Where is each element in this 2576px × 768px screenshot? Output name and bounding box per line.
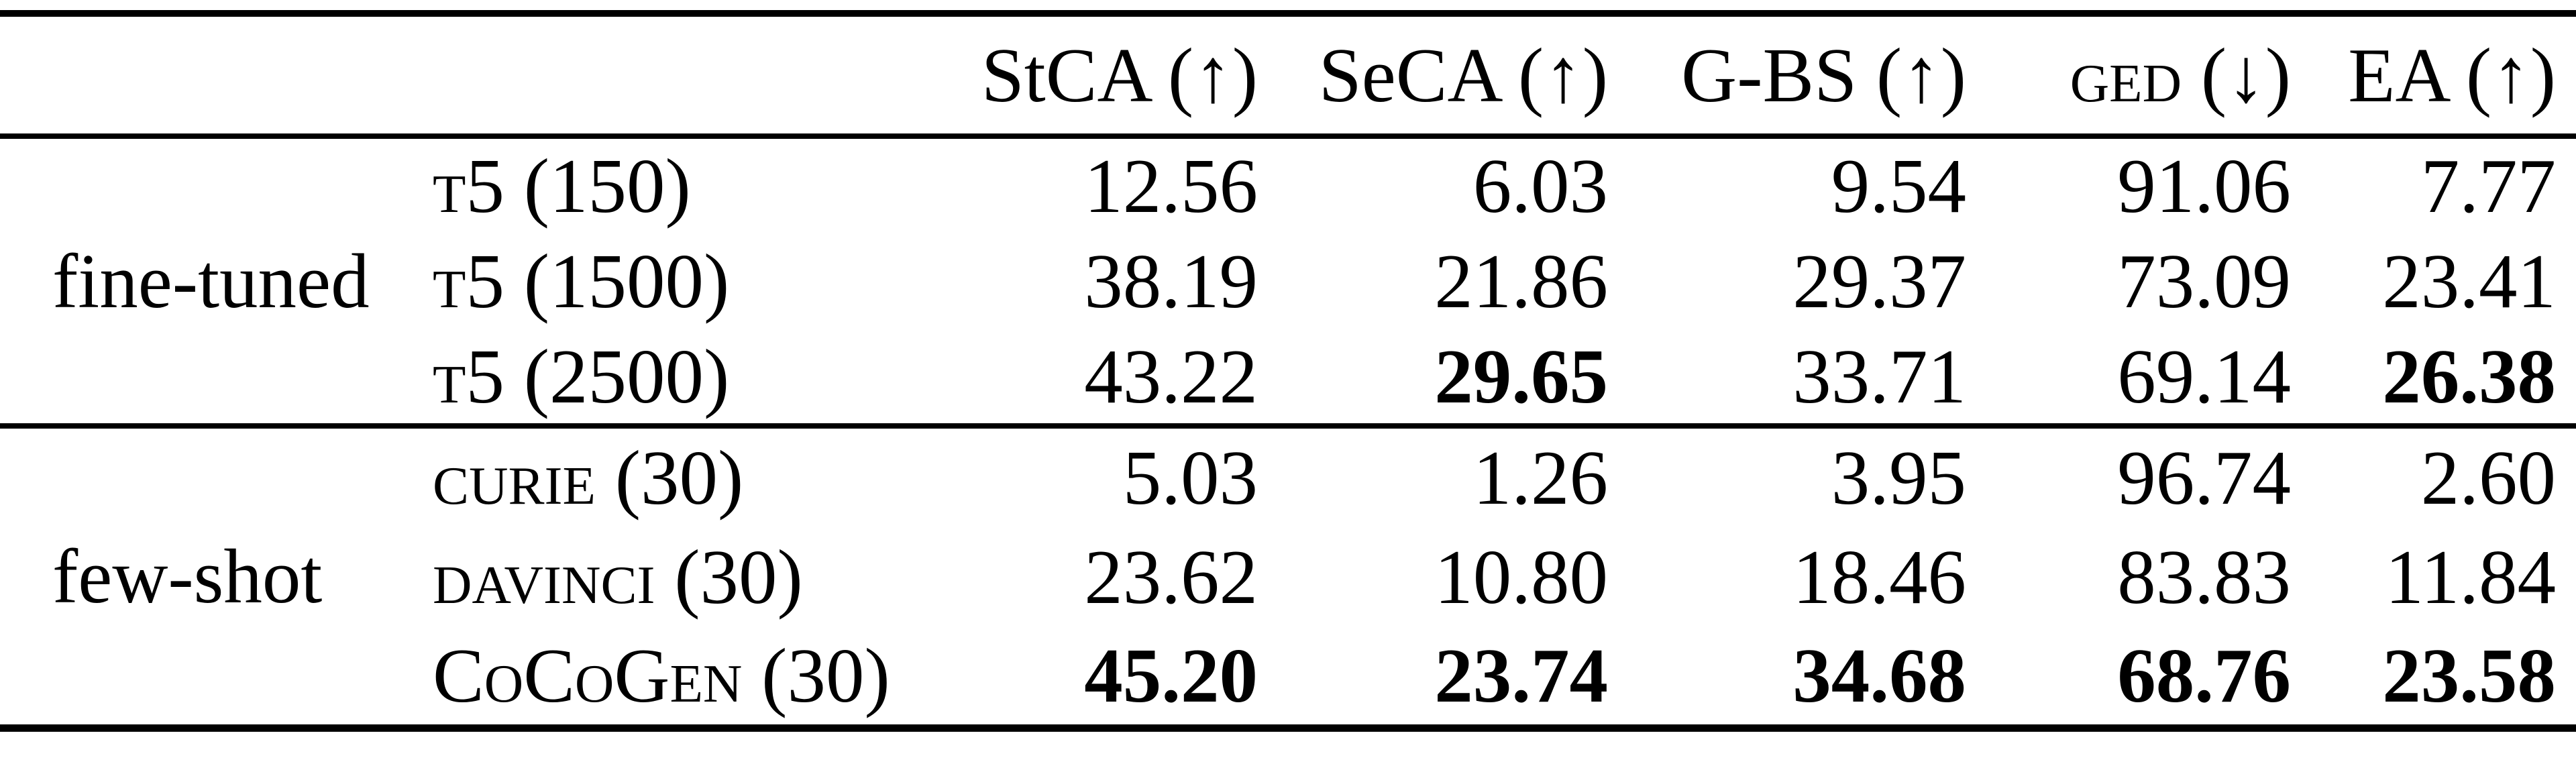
metric-value: 18.46: [1792, 534, 1966, 620]
model-name: T5 (150): [433, 143, 691, 229]
table-row: DAVINCI (30) 23.62 10.80 18.46 83.83 11.…: [0, 527, 2576, 627]
metric-value-best: 26.38: [2382, 333, 2556, 419]
metric-value: 10.80: [1434, 534, 1608, 620]
metric-value: 21.86: [1434, 238, 1608, 324]
metric-value-best: 34.68: [1792, 633, 1966, 718]
model-name: T5 (2500): [433, 333, 730, 419]
model-name: DAVINCI (30): [433, 534, 803, 620]
metric-value: 9.54: [1831, 143, 1966, 229]
metric-value: 23.62: [1084, 534, 1258, 620]
table-header: StCA (↑) SeCA (↑) G-BS (↑) GED (↓) EA (↑…: [0, 13, 2576, 136]
table-row: fine-tuned T5 (150) 12.56 6.03 9.54 91.0…: [0, 136, 2576, 320]
metric-value: 2.60: [2420, 435, 2556, 520]
column-header-model: [376, 13, 805, 136]
metric-value: 69.14: [2117, 333, 2291, 419]
row-group-label: fine-tuned: [52, 238, 370, 324]
column-header-ged: GED (↓): [2070, 32, 2291, 118]
metric-value: 33.71: [1792, 333, 1966, 419]
metric-value-best: 23.74: [1434, 633, 1608, 718]
metric-value: 38.19: [1084, 238, 1258, 324]
metric-value: 3.95: [1831, 435, 1966, 520]
metric-value-best: 68.76: [2117, 633, 2291, 718]
results-table: StCA (↑) SeCA (↑) G-BS (↑) GED (↓) EA (↑…: [0, 10, 2576, 732]
table-row: few-shot CURIE (30) 5.03 1.26 3.95 96.74…: [0, 426, 2576, 615]
metric-value: 73.09: [2117, 238, 2291, 324]
header-row: StCA (↑) SeCA (↑) G-BS (↑) GED (↓) EA (↑…: [0, 13, 2576, 136]
metric-value-best: 29.65: [1434, 333, 1608, 419]
metric-value: 91.06: [2117, 143, 2291, 229]
metric-value: 43.22: [1084, 333, 1258, 419]
column-header-ea: EA (↑): [2348, 32, 2556, 118]
table-row: CoCoGen (30) 45.20 23.74 34.68 68.76 23.…: [0, 627, 2576, 728]
metric-value: 1.26: [1472, 435, 1608, 520]
model-name: CURIE (30): [433, 435, 744, 520]
column-header-seca: SeCA (↑): [1318, 32, 1608, 118]
metric-value: 96.74: [2117, 435, 2291, 520]
group-fine-tuned: fine-tuned T5 (150) 12.56 6.03 9.54 91.0…: [0, 136, 2576, 426]
metric-value: 23.41: [2382, 238, 2556, 324]
metric-value: 11.84: [2385, 534, 2556, 620]
column-header-group: [0, 13, 376, 136]
group-few-shot: few-shot CURIE (30) 5.03 1.26 3.95 96.74…: [0, 426, 2576, 728]
column-header-stca: StCA (↑): [981, 32, 1258, 118]
model-name: CoCoGen (30): [433, 633, 890, 718]
metric-value: 83.83: [2117, 534, 2291, 620]
metric-value: 12.56: [1084, 143, 1258, 229]
column-header-gbs: G-BS (↑): [1681, 32, 1966, 118]
metric-value: 6.03: [1472, 143, 1608, 229]
table-row: T5 (2500) 43.22 29.65 33.71 69.14 26.38: [0, 329, 2576, 426]
row-group-label: few-shot: [52, 533, 323, 619]
metric-value: 7.77: [2420, 143, 2556, 229]
metric-value: 29.37: [1792, 238, 1966, 324]
metric-value: 5.03: [1122, 435, 1258, 520]
metric-value-best: 23.58: [2382, 633, 2556, 718]
model-name: T5 (1500): [433, 238, 730, 324]
table-row: T5 (1500) 38.19 21.86 29.37 73.09 23.41: [0, 233, 2576, 329]
metric-value-best: 45.20: [1084, 633, 1258, 718]
